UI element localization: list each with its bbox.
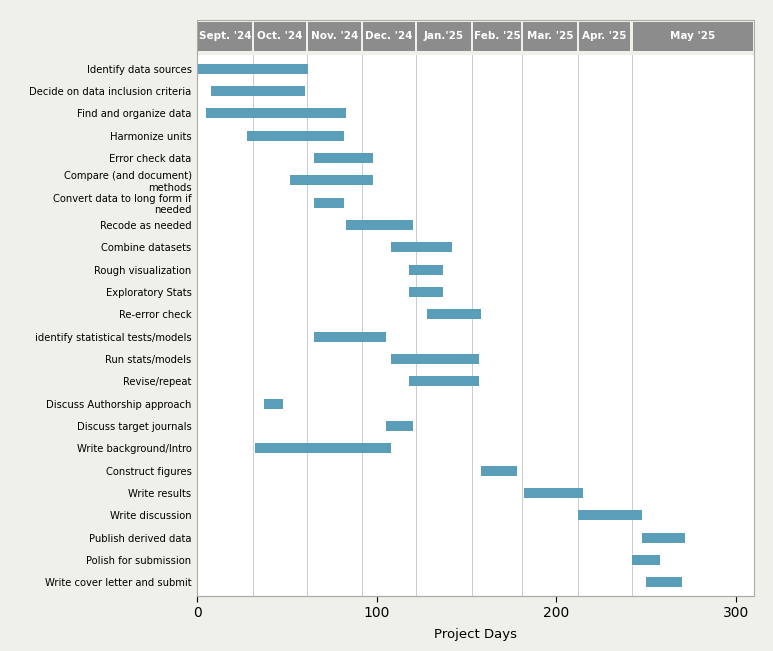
Text: Mar. '25: Mar. '25 (526, 31, 573, 42)
Bar (524, 488, 583, 498)
Bar (642, 533, 686, 543)
FancyBboxPatch shape (523, 22, 577, 51)
Bar (409, 287, 443, 297)
X-axis label: Project Days: Project Days (434, 628, 517, 641)
Bar (632, 555, 660, 565)
Text: Sept. '24: Sept. '24 (199, 31, 251, 42)
Bar (346, 220, 413, 230)
Text: Feb. '25: Feb. '25 (474, 31, 520, 42)
FancyBboxPatch shape (417, 22, 471, 51)
Bar (314, 331, 386, 342)
FancyBboxPatch shape (254, 22, 305, 51)
Text: Apr. '25: Apr. '25 (582, 31, 627, 42)
Bar (646, 577, 682, 587)
FancyBboxPatch shape (579, 22, 631, 51)
FancyBboxPatch shape (633, 22, 753, 51)
FancyBboxPatch shape (308, 22, 361, 51)
Bar (197, 64, 308, 74)
Text: Dec. '24: Dec. '24 (366, 31, 413, 42)
Bar (386, 421, 413, 431)
Bar (206, 108, 346, 118)
Bar (577, 510, 642, 520)
Bar (427, 309, 481, 320)
Text: Jan.'25: Jan.'25 (424, 31, 464, 42)
FancyBboxPatch shape (198, 22, 252, 51)
Text: Nov. '24: Nov. '24 (311, 31, 358, 42)
Bar (264, 398, 283, 409)
Bar (212, 86, 305, 96)
Bar (481, 465, 516, 476)
FancyBboxPatch shape (473, 22, 521, 51)
Bar (254, 443, 391, 453)
Bar (247, 131, 344, 141)
Bar (291, 175, 373, 186)
Bar (409, 265, 443, 275)
Bar (314, 198, 344, 208)
Text: Oct. '24: Oct. '24 (257, 31, 302, 42)
FancyBboxPatch shape (363, 22, 415, 51)
Bar (409, 376, 479, 386)
Bar (391, 354, 479, 364)
Text: May '25: May '25 (670, 31, 715, 42)
Bar (314, 153, 373, 163)
Bar (391, 242, 452, 253)
